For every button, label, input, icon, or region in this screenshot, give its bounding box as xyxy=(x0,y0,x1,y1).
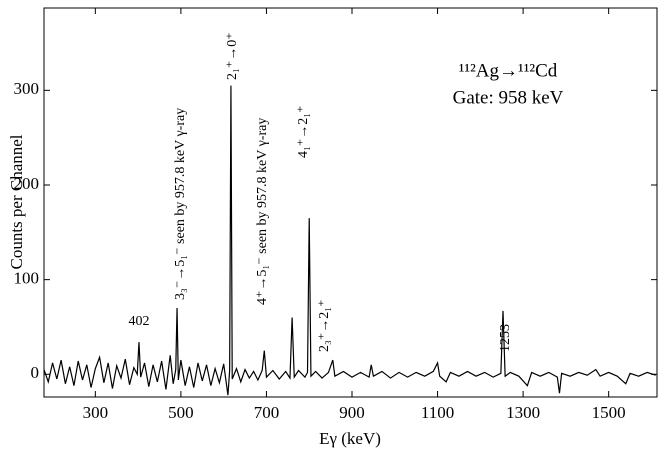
annotation: 4₁⁺→2₁⁺ xyxy=(296,105,311,158)
annotation: 1253 xyxy=(498,324,513,352)
chart-subtitle: Gate: 958 keV xyxy=(453,87,564,108)
y-tick-label: 100 xyxy=(14,269,40,288)
x-tick-label: 500 xyxy=(168,403,194,422)
x-axis-label: Eγ (keV) xyxy=(319,429,381,448)
x-tick-label: 300 xyxy=(83,403,109,422)
annotation: 2₃⁺→2₁⁺ xyxy=(317,299,332,352)
x-tick-label: 1100 xyxy=(421,403,454,422)
y-tick-label: 0 xyxy=(31,363,40,382)
plot-frame xyxy=(43,7,658,398)
y-axis-label: Counts per Channel xyxy=(7,134,26,269)
annotation: 4⁺→5₁⁻ seen by 957.8 keV γ-ray xyxy=(255,118,270,305)
annotation: 3₃⁻→5₁⁻ seen by 957.8 keV γ-ray xyxy=(173,108,188,300)
x-tick-label: 1300 xyxy=(506,403,540,422)
x-tick-label: 900 xyxy=(339,403,365,422)
annotation: 2₁⁺→0⁺ xyxy=(225,32,240,80)
spectrum-line xyxy=(43,85,656,396)
annotation: 402 xyxy=(129,314,150,329)
chart-title: ¹¹²Ag→¹¹²Cd xyxy=(459,60,558,81)
y-tick-label: 200 xyxy=(14,174,40,193)
x-tick-label: 1500 xyxy=(592,403,626,422)
y-tick-label: 300 xyxy=(14,79,40,98)
x-tick-label: 700 xyxy=(254,403,280,422)
